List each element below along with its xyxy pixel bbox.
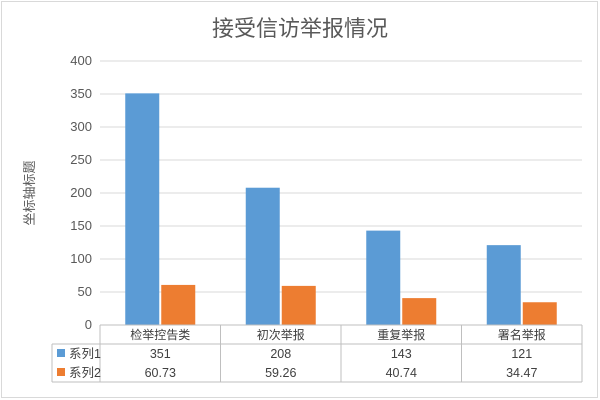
y-tick-label: 200 — [70, 185, 92, 200]
bar-2 — [402, 298, 437, 325]
y-tick-label: 250 — [70, 152, 92, 167]
y-tick-label: 300 — [70, 119, 92, 134]
data-label: 351 — [150, 347, 171, 361]
data-label: 60.73 — [145, 366, 176, 380]
data-label: 208 — [270, 347, 291, 361]
series-name: 系列2 — [69, 366, 101, 380]
legend-key — [57, 349, 65, 357]
data-label: 121 — [511, 347, 532, 361]
y-axis-title: 坐标轴标题 — [23, 160, 38, 225]
y-tick-label: 350 — [70, 86, 92, 101]
category-label: 初次举报 — [257, 327, 305, 342]
data-label: 40.74 — [386, 366, 417, 380]
bar-1 — [245, 187, 280, 325]
bar-2 — [281, 285, 316, 325]
chart-title: 接受信访举报情况 — [212, 17, 388, 42]
y-tick-label: 50 — [78, 284, 92, 299]
bar-1 — [486, 245, 521, 325]
category-label: 检举控告类 — [130, 327, 190, 342]
bar-2 — [522, 302, 557, 325]
y-tick-label: 100 — [70, 251, 92, 266]
category-label: 重复举报 — [377, 327, 425, 342]
bars — [125, 93, 557, 325]
data-label: 34.47 — [506, 366, 537, 380]
y-tick-label: 150 — [70, 218, 92, 233]
y-tick-label: 400 — [70, 53, 92, 68]
data-label: 143 — [391, 347, 412, 361]
y-axis-ticks: 0 50 100 150 200 250 300 350 400 — [70, 53, 92, 332]
bar-1 — [366, 230, 401, 325]
legend-key — [57, 368, 65, 376]
series-name: 系列1 — [69, 347, 101, 361]
y-tick-label: 0 — [85, 317, 92, 332]
bar-2 — [161, 284, 196, 325]
category-label: 署名举报 — [498, 327, 546, 342]
data-label: 59.26 — [265, 366, 296, 380]
bar-1 — [125, 93, 160, 325]
